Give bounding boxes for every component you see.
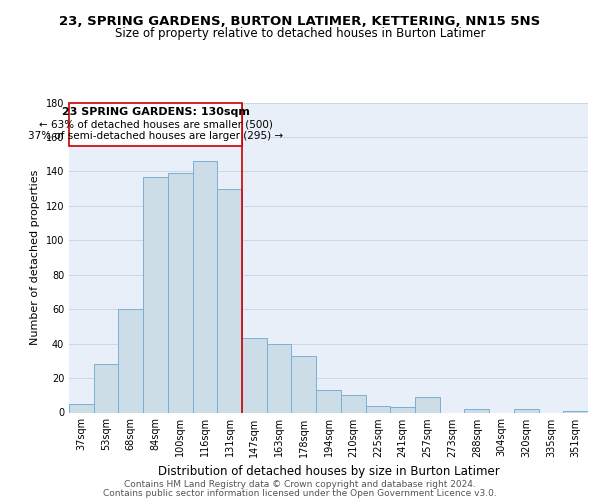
Bar bbox=[563, 411, 588, 412]
Bar bbox=[464, 409, 489, 412]
FancyBboxPatch shape bbox=[69, 102, 242, 146]
Bar bbox=[94, 364, 118, 412]
Text: 37% of semi-detached houses are larger (295) →: 37% of semi-detached houses are larger (… bbox=[28, 131, 283, 141]
Bar bbox=[514, 409, 539, 412]
Text: Size of property relative to detached houses in Burton Latimer: Size of property relative to detached ho… bbox=[115, 28, 485, 40]
Bar bbox=[267, 344, 292, 412]
Bar bbox=[217, 188, 242, 412]
Bar bbox=[292, 356, 316, 412]
Bar bbox=[69, 404, 94, 412]
Y-axis label: Number of detached properties: Number of detached properties bbox=[30, 170, 40, 345]
Bar bbox=[168, 173, 193, 412]
Bar bbox=[365, 406, 390, 412]
Text: Contains public sector information licensed under the Open Government Licence v3: Contains public sector information licen… bbox=[103, 490, 497, 498]
Text: Contains HM Land Registry data © Crown copyright and database right 2024.: Contains HM Land Registry data © Crown c… bbox=[124, 480, 476, 489]
Bar bbox=[316, 390, 341, 412]
Bar bbox=[118, 309, 143, 412]
Text: ← 63% of detached houses are smaller (500): ← 63% of detached houses are smaller (50… bbox=[38, 119, 272, 129]
Text: 23 SPRING GARDENS: 130sqm: 23 SPRING GARDENS: 130sqm bbox=[62, 107, 250, 117]
Text: 23, SPRING GARDENS, BURTON LATIMER, KETTERING, NN15 5NS: 23, SPRING GARDENS, BURTON LATIMER, KETT… bbox=[59, 15, 541, 28]
X-axis label: Distribution of detached houses by size in Burton Latimer: Distribution of detached houses by size … bbox=[158, 465, 499, 478]
Bar bbox=[193, 161, 217, 412]
Bar bbox=[390, 408, 415, 412]
Bar bbox=[143, 176, 168, 412]
Bar bbox=[341, 396, 365, 412]
Bar bbox=[242, 338, 267, 412]
Bar bbox=[415, 397, 440, 412]
